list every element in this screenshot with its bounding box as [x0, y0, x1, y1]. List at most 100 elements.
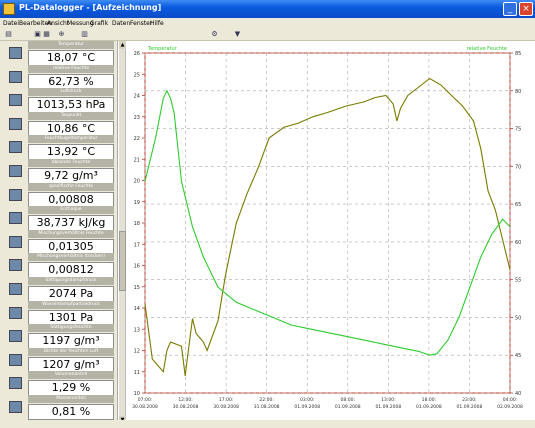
- y-right-tick-label: 80: [515, 89, 521, 95]
- measurement-caption: Taupunkt: [28, 111, 114, 120]
- legend-right: relative Feuchte: [467, 46, 507, 52]
- y-left-tick-label: 26: [134, 51, 140, 57]
- y-left-tick-label: 14: [134, 306, 140, 312]
- measurement-caption: Feuchtkugeltemperatur: [28, 135, 114, 144]
- x-tick-time: 12:00:: [178, 397, 192, 403]
- title-bar[interactable]: PL-Datalogger - [Aufzeichnung] _ ×: [0, 0, 535, 18]
- y-left-tick-label: 11: [134, 370, 140, 376]
- measurement-item[interactable]: Mischungsverhältnis (trocken) 0,00812: [0, 253, 118, 286]
- plot-area: 26 25 24 23 22 21 20 19 18 17 16 15 14 13 12 11 10 85 80 75…: [118, 41, 535, 424]
- y-right-tick-label: 40: [515, 391, 521, 397]
- measurement-item[interactable]: relative Feuchte 62,73 %: [0, 64, 118, 98]
- y-left-tick-label: 25: [134, 72, 140, 78]
- menu-item-grafik[interactable]: Grafik: [90, 20, 109, 27]
- x-tick-time: 17:00:: [219, 397, 233, 403]
- specific-humidity-icon: [9, 188, 22, 201]
- close-button[interactable]: ×: [519, 2, 533, 16]
- panel-scrollbar[interactable]: ▲ ▼: [119, 41, 126, 424]
- menu-item-daten[interactable]: Daten: [112, 20, 131, 27]
- x-tick-date: 01.09.2008: [457, 404, 483, 410]
- menu-item-ansicht[interactable]: Ansicht: [47, 20, 70, 27]
- measurement-value: 2074 Pa: [28, 286, 114, 302]
- open-icon[interactable]: ▤: [5, 30, 12, 38]
- dewpoint-icon: [9, 117, 22, 130]
- measurement-item[interactable]: Taupunkt 10,86 °C: [0, 111, 118, 145]
- measurement-value: 13,92 °C: [28, 144, 114, 161]
- y-left-tick-label: 15: [134, 285, 140, 291]
- filter-icon[interactable]: ▼: [234, 30, 241, 38]
- measurement-value: 0,81 %: [28, 404, 114, 420]
- measurement-value: 1301 Pa: [28, 309, 114, 326]
- measurement-caption: Enthalpie: [28, 206, 114, 215]
- measurement-item[interactable]: Massenanteil 0,81 %: [0, 395, 118, 428]
- x-tick-time: 03:00:: [300, 397, 314, 403]
- save-icon[interactable]: ▣: [34, 30, 41, 38]
- measurement-value: 1013,53 hPa: [28, 97, 114, 114]
- measurement-caption: Volumenanteil: [28, 371, 114, 380]
- x-tick-time: 22:00:: [259, 397, 273, 403]
- measurement-item[interactable]: Wasserdampfpartialdruck 1301 Pa: [0, 300, 118, 334]
- settings-icon[interactable]: ⚙: [211, 30, 218, 38]
- app-icon: [3, 3, 15, 15]
- menu-item-hilfe[interactable]: Hilfe: [150, 20, 164, 27]
- measurement-value: 0,01305: [28, 238, 114, 255]
- x-tick-date: 01.09.2008: [294, 404, 320, 410]
- measurement-value: 0,00812: [28, 262, 114, 279]
- scroll-thumb[interactable]: [119, 231, 126, 291]
- y-left-tick-label: 20: [134, 179, 140, 185]
- series-line-0: [144, 77, 511, 377]
- x-tick-time: 13:00:: [381, 397, 395, 403]
- measurement-caption: Sättigungsdampfdruck: [28, 277, 114, 285]
- measurement-item[interactable]: Enthalpie 38,737 kJ/kg: [0, 206, 118, 239]
- y-left-tick-label: 16: [134, 264, 140, 270]
- chart-icon[interactable]: ▥: [81, 30, 88, 38]
- measurement-item[interactable]: Dichte der feuchten Luft 1207 g/m³: [0, 347, 118, 381]
- x-tick-time: 04:00:: [503, 397, 517, 403]
- y-right-tick-label: 70: [515, 164, 521, 170]
- measurement-value: 10,86 °C: [28, 120, 114, 137]
- measurement-panel: Temperatur 18,07 °C relative Feuchte 62,73 …: [0, 41, 118, 424]
- volume-fraction-icon: [9, 377, 22, 390]
- mixing-ratio-icon: [9, 235, 22, 248]
- measurement-caption: Mischungsverhältnis Feuchte: [28, 229, 114, 238]
- thermometer-icon: [9, 47, 22, 59]
- minimize-button[interactable]: _: [503, 2, 517, 16]
- line-chart: 26 25 24 23 22 21 20 19 18 17 16 15 14 13 12 11 10 85 80 75…: [132, 46, 523, 410]
- measurement-caption: Massenanteil: [28, 395, 114, 403]
- series-line-1: [144, 89, 511, 356]
- measurement-caption: Mischungsverhältnis (trocken): [28, 253, 114, 262]
- y-left-tick-label: 21: [134, 157, 140, 163]
- x-tick-date: 01.09.2008: [416, 404, 442, 410]
- menu-bar: Datei Bearbeiten Ansicht Messung Grafik Daten…: [0, 18, 535, 29]
- y-left-tick-label: 10: [134, 391, 140, 397]
- scroll-up-icon[interactable]: ▲: [119, 41, 126, 49]
- measurement-caption: relative Feuchte: [28, 64, 114, 73]
- y-left-tick-label: 24: [134, 94, 140, 100]
- menu-item-messung[interactable]: Messung: [67, 20, 94, 27]
- zoom-icon[interactable]: ⊕: [58, 30, 65, 38]
- measurement-item[interactable]: Luftdruck 1013,53 hPa: [0, 88, 118, 121]
- mass-fraction-icon: [9, 401, 22, 413]
- wetbulb-icon: [9, 141, 22, 154]
- measurement-item[interactable]: Sättigungsdampfdruck 2074 Pa: [0, 277, 118, 310]
- measurement-item[interactable]: Temperatur 18,07 °C: [0, 41, 118, 74]
- y-right-tick-label: 75: [515, 127, 521, 133]
- plot-frame: [144, 52, 511, 394]
- x-tick-time: 18:00:: [422, 397, 436, 403]
- measurement-caption: Wasserdampfpartialdruck: [28, 300, 114, 309]
- menu-item-bearbeiten[interactable]: Bearbeiten: [19, 20, 52, 27]
- menu-item-datei[interactable]: Datei: [3, 20, 20, 27]
- measurement-item[interactable]: Mischungsverhältnis Feuchte 0,01305: [0, 229, 118, 263]
- y-left-tick-label: 12: [134, 349, 140, 355]
- legend-left: Temperatur: [147, 46, 178, 52]
- x-tick-time: 08:00:: [341, 397, 355, 403]
- measurement-item[interactable]: absolute Feuchte 9,72 g/m³: [0, 159, 118, 192]
- measurement-item[interactable]: Sättigungsfeuchte 1197 g/m³: [0, 324, 118, 357]
- menu-item-fenster[interactable]: Fenster: [130, 20, 153, 27]
- print-icon[interactable]: ▦: [43, 30, 50, 38]
- y-left-tick-label: 22: [134, 136, 140, 142]
- measurement-item[interactable]: Feuchtkugeltemperatur 13,92 °C: [0, 135, 118, 168]
- enthalpy-icon: [9, 212, 22, 225]
- measurement-value: 1,29 %: [28, 380, 114, 397]
